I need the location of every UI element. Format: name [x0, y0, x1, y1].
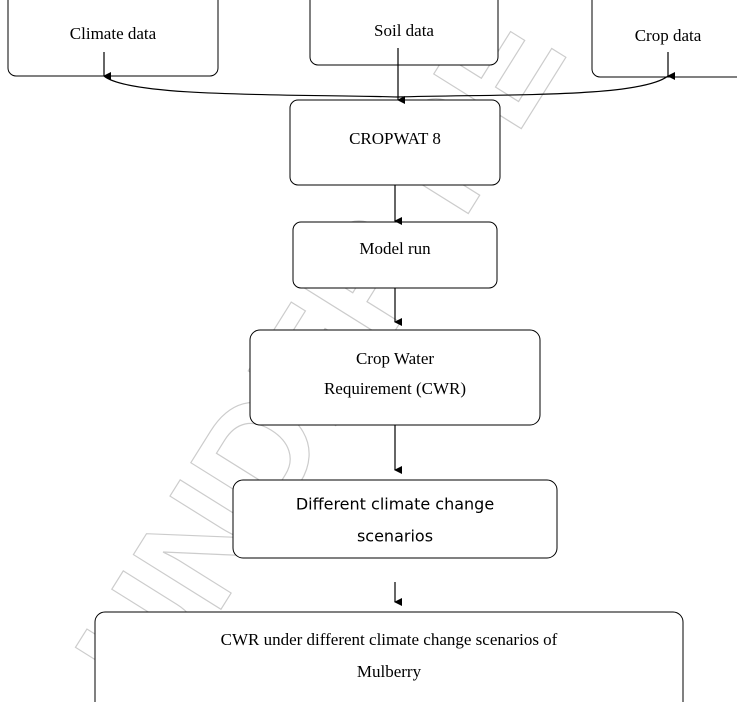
node-box	[309, 0, 499, 66]
node-label: scenarios	[357, 527, 433, 546]
node-label: Different climate change	[296, 495, 494, 514]
labels: Climate data Soil data Crop data CROPWAT 8 M…	[70, 21, 702, 681]
connector	[397, 75, 669, 98]
node-label: CWR under different climate change scena…	[221, 630, 558, 649]
connector	[103, 75, 399, 98]
node-label: Mulberry	[357, 662, 422, 681]
node-box	[249, 329, 541, 426]
node-label: Soil data	[374, 21, 434, 40]
node-label: Crop Water	[356, 349, 434, 368]
node-label: Climate data	[70, 24, 157, 43]
node-box	[94, 611, 684, 702]
node-label: Model run	[359, 239, 431, 258]
node-label: CROPWAT 8	[349, 129, 441, 148]
node-label: Requirement (CWR)	[324, 379, 466, 398]
node-label: Crop data	[635, 26, 702, 45]
node-box	[7, 0, 219, 77]
node-box	[232, 479, 558, 559]
